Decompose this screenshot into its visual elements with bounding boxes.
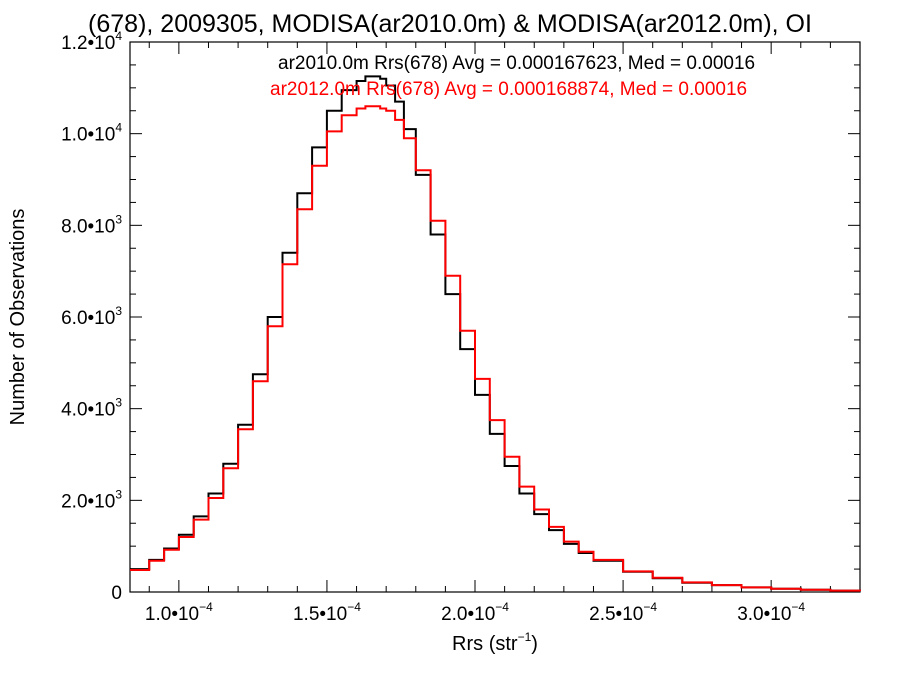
- y-axis-label: Number of Observations: [7, 209, 29, 426]
- y-tick-exponent: 3: [115, 212, 122, 226]
- series-ar2012-line: [130, 105, 861, 592]
- x-tick-exponent: −4: [347, 600, 361, 614]
- x-tick-label: 2.0•10−4: [441, 600, 509, 625]
- x-tick-label: 1.0•10−4: [145, 600, 213, 625]
- y-tick-label: 1.2•104: [61, 29, 122, 54]
- y-tick-mantissa: 6.0•10: [61, 308, 115, 329]
- y-tick-label: 2.0•103: [61, 487, 122, 512]
- x-tick-mantissa: 2.0•10: [441, 604, 495, 625]
- y-tick-exponent: 3: [115, 396, 122, 410]
- x-tick-exponent: −4: [199, 600, 213, 614]
- y-tick-mantissa: 2.0•10: [61, 491, 115, 512]
- x-tick-label: 3.0•10−4: [737, 600, 805, 625]
- x-tick-mantissa: 3.0•10: [737, 604, 791, 625]
- legend-entry-ar2010: ar2010.0m Rrs(678) Avg = 0.000167623, Me…: [278, 53, 755, 74]
- chart-title: (678), 2009305, MODISA(ar2010.0m) & MODI…: [88, 10, 812, 38]
- x-axis-label-text: Rrs (str: [452, 633, 518, 655]
- x-tick-exponent: −4: [791, 600, 805, 614]
- y-tick-exponent: 4: [115, 121, 122, 135]
- y-tick-exponent: 3: [115, 487, 122, 501]
- x-tick-mantissa: 2.5•10: [589, 604, 643, 625]
- x-tick-exponent: −4: [495, 600, 509, 614]
- x-tick-mantissa: 1.5•10: [293, 604, 347, 625]
- y-tick-label: 4.0•103: [61, 396, 122, 421]
- plot-area-frame: [129, 41, 861, 593]
- y-tick-exponent: 4: [115, 29, 122, 43]
- x-tick-exponent: −4: [643, 600, 657, 614]
- x-tick-label: 2.5•10−4: [589, 600, 657, 625]
- y-tick-mantissa: 4.0•10: [61, 400, 115, 421]
- axis-ticks: 1.0•10−4 1.5•10−4 2.0•10−4 2.5•10−4 3.0•10−4…: [61, 29, 861, 625]
- y-tick-mantissa: 1.0•10: [61, 125, 115, 146]
- y-tick-label: 8.0•103: [61, 212, 122, 237]
- series-lines: [130, 75, 861, 592]
- y-tick-mantissa: 1.2•10: [61, 33, 115, 54]
- y-tick-exponent: 3: [115, 304, 122, 318]
- y-tick-label: 1.0•104: [61, 121, 122, 146]
- y-tick-mantissa: 0: [111, 583, 122, 604]
- series-ar2010-line: [130, 75, 861, 592]
- legend-entry-ar2012: ar2012.0m Rrs(678) Avg = 0.000168874, Me…: [270, 79, 747, 100]
- y-tick-label: 6.0•103: [61, 304, 122, 329]
- x-axis-label: Rrs (str−1): [452, 630, 538, 655]
- x-axis-label-suffix: ): [531, 633, 538, 655]
- y-tick-mantissa: 8.0•10: [61, 216, 115, 237]
- x-tick-mantissa: 1.0•10: [145, 604, 199, 625]
- x-axis-label-exponent: −1: [518, 630, 532, 644]
- y-tick-label: 0: [111, 583, 122, 604]
- x-tick-label: 1.5•10−4: [293, 600, 361, 625]
